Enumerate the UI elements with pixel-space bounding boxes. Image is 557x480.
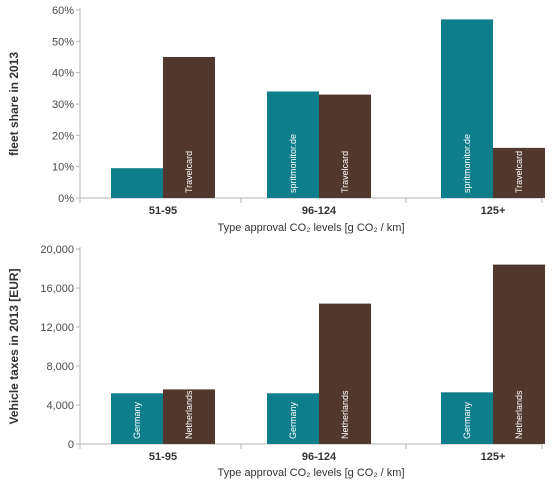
chart1-bar-travelcard-3 [493,147,545,198]
chart2-bar-label: Germany [288,401,298,439]
chart1-bar-spritmonitor-de-1 [111,168,163,198]
chart1-y-axis-title: fleet share in 2013 [7,52,21,156]
chart1-y-tick-label: 20% [52,130,74,142]
chart1-bar-travelcard-1 [163,57,215,198]
chart1-y-tick-label: 60% [52,5,74,17]
chart2-bar-label: Netherlands [184,390,194,439]
chart1-y-tick-label: 0% [58,193,74,205]
chart1-x-axis-title: Type approval CO₂ levels [g CO₂ / km] [217,222,404,234]
chart2-bar-netherlands-1 [163,389,215,444]
chart2-y-tick-label: 8,000 [46,361,74,373]
chart2-x-tick-label: 51-95 [149,451,177,463]
chart1-y-tick-label: 30% [52,99,74,111]
chart2-bar-label: Germany [132,401,142,439]
chart2-bar-germany-1 [111,393,163,444]
chart2-bar-netherlands-2 [319,303,371,444]
chart1-x-tick-label: 125+ [481,205,506,217]
chart2-bar-label: Netherlands [514,390,524,439]
chart1-bar-spritmonitor-de-2 [267,91,319,198]
chart2-y-axis-title: Vehicle taxes in 2013 [EUR] [7,268,21,424]
chart2-y-tick-label: 20,000 [40,244,74,256]
chart2-bar-germany-3 [441,392,493,444]
chart1-bar-label: Travelcard [184,151,194,193]
chart1-bar-label: Travelcard [340,151,350,193]
chart1-x-tick-label: 51-95 [149,205,177,217]
chart1-y-tick-label: 40% [52,68,74,80]
chart2-y-tick-label: 0 [68,439,74,451]
chart1-bar-label: Travelcard [514,151,524,193]
chart1-bar-label: spritmonitor.de [288,134,298,193]
chart2-bar-label: Netherlands [340,390,350,439]
chart2-bar-netherlands-3 [493,264,545,444]
chart2-bar-label: Germany [462,401,472,439]
chart1-bar-travelcard-2 [319,94,371,198]
chart2-x-tick-label: 125+ [481,451,506,463]
chart1-y-tick-label: 10% [52,162,74,174]
chart2-x-tick-label: 96-124 [302,451,337,463]
chart1-bar-label: spritmonitor.de [462,134,472,193]
chart2-x-axis-title: Type approval CO₂ levels [g CO₂ / km] [217,467,404,479]
chart2-y-tick-label: 16,000 [40,283,74,295]
chart2-y-tick-label: 4,000 [46,400,74,412]
chart2-y-tick-label: 12,000 [40,322,74,334]
chart1-y-tick-label: 50% [52,36,74,48]
chart2-bar-germany-2 [267,393,319,444]
chart1-bar-spritmonitor-de-3 [441,19,493,199]
chart1-x-tick-label: 96-124 [302,205,337,217]
